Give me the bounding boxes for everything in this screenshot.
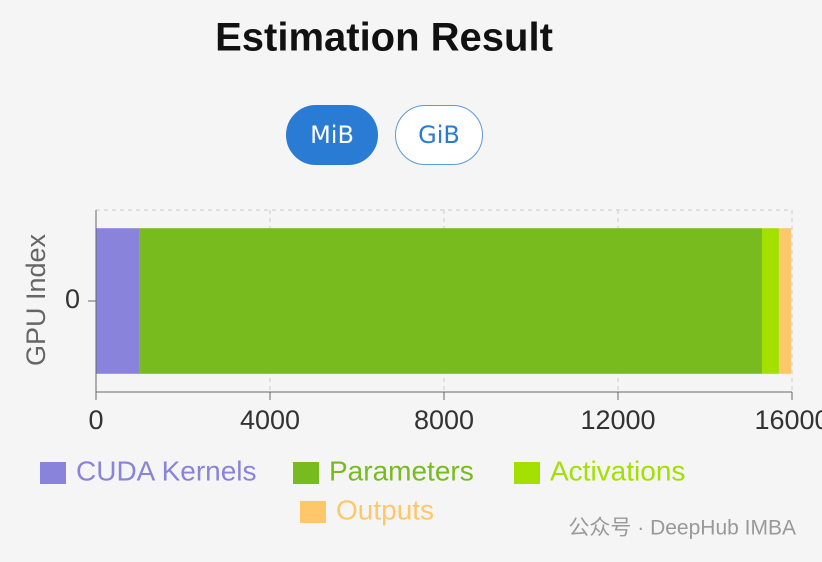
x-tick-label: 4000 xyxy=(240,405,300,435)
legend-swatch xyxy=(40,462,66,484)
bar-segment xyxy=(761,228,779,374)
bar-segment xyxy=(96,228,140,374)
bar-segment xyxy=(139,228,762,374)
legend-swatch xyxy=(293,462,319,484)
legend-label: CUDA Kernels xyxy=(76,455,257,486)
x-tick-label: 8000 xyxy=(414,405,474,435)
y-tick-label: 0 xyxy=(65,284,80,314)
unit-button[interactable]: MiB xyxy=(286,105,378,165)
legend-label: Parameters xyxy=(329,455,474,486)
chart-title: Estimation Result xyxy=(215,16,553,60)
legend-swatch xyxy=(514,462,540,484)
x-tick-label: 12000 xyxy=(580,405,655,435)
bar-segment xyxy=(778,228,792,374)
legend-label: Activations xyxy=(550,455,685,486)
legend-label: Outputs xyxy=(336,494,434,525)
watermark: 公众号 · DeepHub IMBA xyxy=(568,517,796,540)
unit-button[interactable]: GiB xyxy=(395,105,483,165)
legend-swatch xyxy=(300,501,326,523)
x-tick-label: 0 xyxy=(88,405,103,435)
y-axis-label: GPU Index xyxy=(21,233,51,366)
